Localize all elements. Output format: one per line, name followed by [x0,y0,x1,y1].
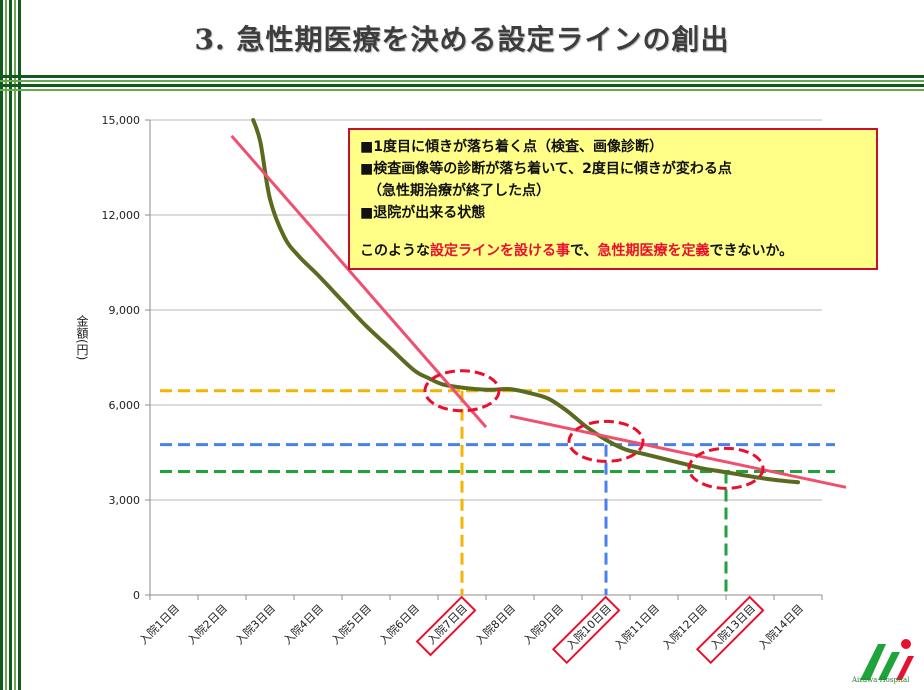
note-line-1: ■1度目に傾きが落ち着く点（検査、画像診断） [360,139,663,155]
hospital-logo-text: Aizawa Hospital [852,676,910,684]
x-tick-highlight-box [415,595,477,657]
y-tick-label: 0 [133,589,140,602]
note-line-3: （急性期治療が終了した点） [368,183,550,199]
x-tick-label: 入院13日目 [707,601,758,652]
x-tick-label: 入院6日目 [376,601,422,647]
highlight-ellipse [687,446,765,490]
x-tick-label: 入院4日目 [280,601,326,647]
x-tick-label: 入院10日目 [563,601,614,652]
x-tick-group: 入院1日目 [136,601,182,647]
x-tick-label: 入院3日目 [232,601,278,647]
y-tick-label: 3,000 [109,494,141,507]
x-tick-label: 入院5日目 [328,601,374,647]
annotation-box: ■1度目に傾きが落ち着く点（検査、画像診断） ■検査画像等の診断が落ち着いて、2… [348,128,878,270]
data-series [251,118,800,485]
highlight-ellipses [423,369,765,490]
x-tick-group: 入院6日目 [376,601,422,647]
x-tick-label: 入院8日目 [472,601,518,647]
x-tick-label: 入院2日目 [184,601,230,647]
trend-line [509,414,847,489]
trend-lines [230,134,847,489]
x-tick-group: 入院8日目 [472,601,518,647]
x-tick-group: 入院3日目 [232,601,278,647]
note-summary: このような設定ラインを設ける事で、急性期医療を定義できないか。 [360,243,794,259]
x-tick-highlight-box [551,595,621,665]
y-axis-label: 金額(円) [75,314,89,361]
x-tick-group: 入院2日目 [184,601,230,647]
highlight-ellipse [567,419,645,463]
page-title: 3. 急性期医療を決める設定ラインの創出 [194,23,730,56]
cost-curve-line [251,118,800,485]
x-tick-group: 入院10日目 [551,595,621,665]
y-tick-label: 9,000 [109,304,141,317]
x-tick-group: 入院7日目 [415,595,477,657]
x-axis-ticks: 入院1日目 入院2日目 入院3日目 入院4日目 入院5日目 入院6日目 入院7日目 入院8日目… [136,595,823,665]
x-tick-group: 入院13日目 [695,595,765,665]
reference-lines [160,389,835,595]
note-line-4: ■退院が出来る状態 [360,205,486,221]
y-tick-label: 15,000 [102,114,141,127]
x-tick-label: 入院1日目 [136,601,182,647]
trend-line [230,134,488,429]
note-line-2: ■検査画像等の診断が落ち着いて、2度目に傾きが変わる点 [360,161,732,177]
highlight-ellipse [423,369,501,413]
x-tick-label: 入院9日目 [520,601,566,647]
note-highlight-1: 設定ラインを設ける事 [430,243,570,259]
hospital-logo-icon [860,639,914,680]
x-tick-group: 入院5日目 [328,601,374,647]
y-tick-label: 6,000 [109,399,141,412]
left-frame-bars [0,0,22,690]
y-tick-label: 12,000 [102,209,141,222]
x-tick-label: 入院7日目 [424,601,470,647]
x-tick-highlight-box [695,595,765,665]
y-axis-ticks: 0 3,000 6,000 9,000 12,000 15,000 [102,114,150,602]
note-highlight-2: 急性期医療を定義 [597,243,710,259]
x-tick-group: 入院4日目 [280,601,326,647]
x-tick-group: 入院9日目 [520,601,566,647]
